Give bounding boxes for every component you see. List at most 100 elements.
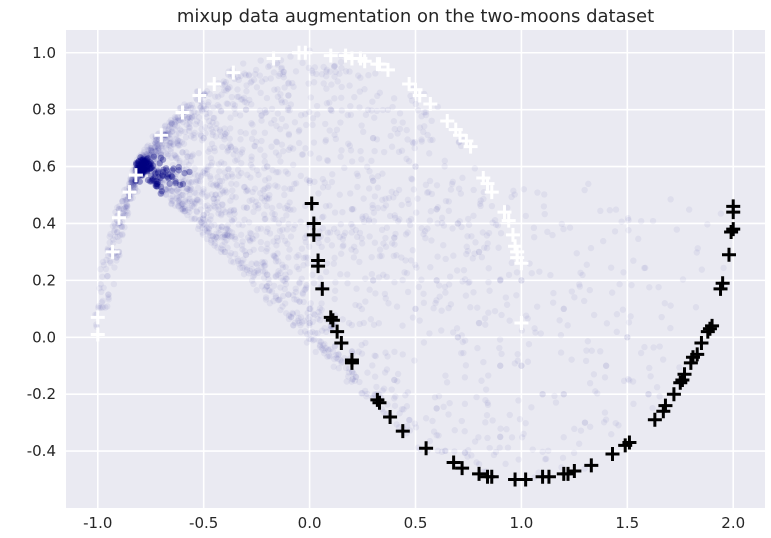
mixup-point: [137, 160, 145, 167]
mixup-point: [151, 153, 158, 161]
mixup-point: [162, 150, 170, 158]
mixup-point: [624, 334, 631, 341]
mixup-point: [140, 155, 147, 163]
mixup-point: [396, 110, 404, 117]
mixup-point: [157, 158, 164, 165]
mixup-point: [181, 207, 189, 215]
mixup-point: [109, 222, 117, 230]
mixup-point: [168, 187, 175, 195]
mixup-point: [173, 170, 180, 178]
mixup-point: [273, 242, 280, 249]
mixup-point: [606, 207, 614, 214]
mixup-point: [157, 149, 164, 157]
mixup-point: [292, 285, 299, 292]
mixup-point: [475, 434, 482, 441]
mixup-point: [145, 152, 153, 159]
mixup-point: [119, 232, 126, 239]
mixup-point: [330, 225, 338, 232]
mixup-point: [427, 263, 434, 271]
plus-marker: [175, 105, 190, 120]
mixup-point: [235, 76, 242, 84]
mixup-point: [625, 227, 632, 234]
mixup-point: [221, 248, 229, 256]
mixup-point: [363, 163, 371, 171]
mixup-point: [307, 335, 315, 343]
mixup-point: [219, 242, 226, 249]
mixup-point: [337, 250, 345, 257]
mixup-point: [524, 358, 532, 365]
mixup-point: [495, 244, 502, 251]
mixup-point: [529, 446, 536, 453]
mixup-point: [390, 118, 398, 125]
mixup-point: [268, 288, 276, 295]
mixup-point: [254, 267, 262, 274]
mixup-point: [119, 230, 126, 238]
mixup-point: [239, 96, 246, 103]
mixup-point: [480, 244, 488, 251]
mixup-point: [438, 448, 446, 456]
mixup-point: [586, 379, 594, 387]
mixup-point: [462, 362, 470, 369]
mixup-point: [209, 119, 216, 126]
mixup-point: [327, 345, 334, 353]
mixup-point: [241, 98, 248, 106]
mixup-point: [219, 201, 226, 208]
mixup-point: [194, 109, 201, 116]
mixup-point: [163, 167, 170, 174]
mixup-point: [594, 390, 601, 397]
mixup-point: [98, 288, 105, 296]
mixup-point: [313, 70, 320, 78]
mixup-point: [255, 205, 262, 212]
mixup-point: [434, 253, 441, 260]
mixup-point: [371, 193, 379, 200]
mixup-point: [174, 137, 182, 144]
mixup-point: [106, 239, 113, 246]
mixup-point: [409, 176, 416, 183]
mixup-point: [146, 165, 154, 172]
mixup-point: [186, 168, 193, 176]
mixup-point: [293, 263, 301, 271]
mixup-point: [365, 71, 372, 79]
mixup-point: [316, 317, 324, 324]
mixup-point: [186, 208, 193, 216]
mixup-point: [337, 119, 344, 126]
mixup-point: [273, 139, 280, 146]
mixup-point: [224, 231, 232, 239]
mixup-point: [273, 234, 281, 241]
mixup-point: [324, 236, 331, 244]
mixup-point: [148, 142, 155, 149]
mixup-point: [392, 190, 400, 197]
mixup-point: [137, 163, 144, 170]
x-tick-label: 1.0: [509, 514, 533, 532]
mixup-point: [140, 148, 148, 156]
mixup-point: [215, 161, 222, 168]
mixup-point: [202, 110, 210, 118]
mixup-point: [164, 170, 172, 177]
mixup-point: [353, 285, 360, 292]
mixup-point: [180, 177, 188, 185]
mixup-point: [436, 293, 443, 300]
mixup-point: [306, 305, 313, 313]
mixup-point: [642, 264, 649, 272]
mixup-point: [383, 273, 390, 281]
mixup-point: [325, 346, 332, 354]
mixup-point: [140, 156, 147, 164]
mixup-point: [331, 131, 338, 139]
mixup-point: [252, 198, 260, 205]
mixup-point: [323, 260, 331, 267]
mixup-point: [446, 399, 453, 407]
mixup-point: [232, 146, 239, 153]
mixup-point: [179, 201, 186, 208]
mixup-point: [187, 184, 194, 192]
mixup-point: [234, 86, 241, 93]
mixup-point: [148, 154, 155, 161]
mixup-point: [159, 168, 167, 176]
mixup-point: [200, 220, 208, 227]
mixup-point: [112, 208, 119, 216]
mixup-point: [213, 233, 220, 241]
y-tick-label: -0.2: [27, 385, 56, 403]
mixup-point: [286, 199, 293, 206]
mixup-point: [205, 218, 212, 226]
mixup-point: [448, 180, 456, 188]
mixup-point: [218, 177, 226, 185]
